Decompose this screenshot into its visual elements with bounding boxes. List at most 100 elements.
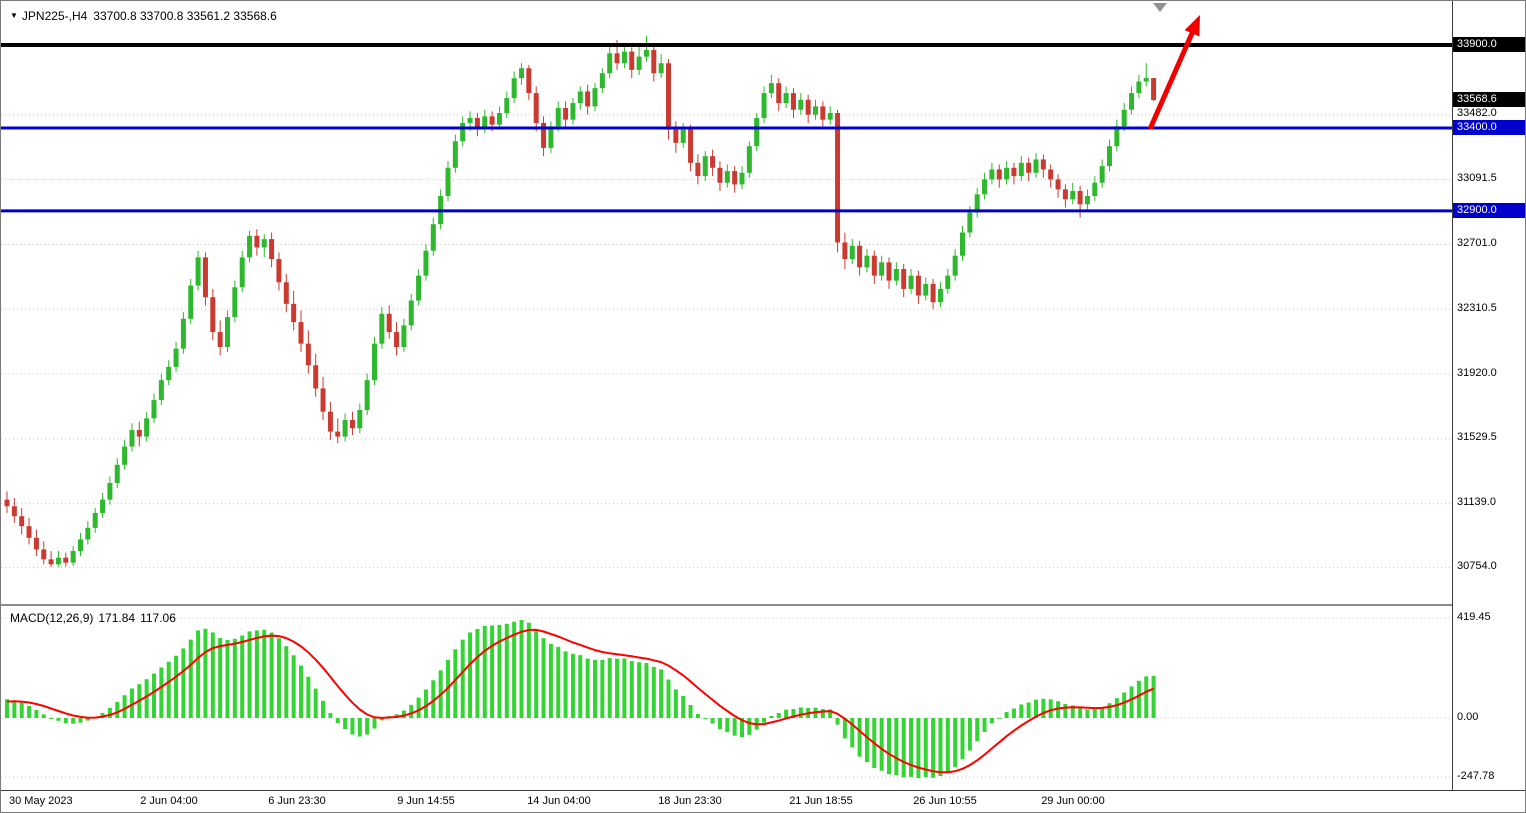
macd-signal-value: 117.06: [140, 611, 176, 625]
macd-histogram-bar: [269, 632, 274, 718]
candle-body: [430, 224, 436, 251]
candle-body: [886, 262, 892, 281]
macd-histogram-bar: [401, 710, 406, 718]
macd-histogram-bar: [379, 718, 384, 721]
candle-body: [335, 431, 341, 437]
macd-histogram-bar: [218, 638, 223, 718]
candle-body: [768, 83, 774, 94]
candle-body: [85, 527, 91, 540]
candle-body: [901, 268, 907, 289]
candle-body: [202, 257, 208, 298]
macd-histogram-bar: [1041, 698, 1046, 718]
macd-histogram-bar: [357, 718, 362, 737]
macd-histogram-bar: [1085, 709, 1090, 718]
macd-histogram-bar: [945, 718, 950, 773]
time-axis-label: 6 Jun 23:30: [268, 795, 326, 807]
candle-body: [695, 162, 701, 177]
macd-histogram-bar: [284, 646, 289, 718]
candle-body: [1092, 182, 1098, 196]
candle-body: [974, 194, 980, 213]
candle-body: [401, 325, 407, 347]
candle-body: [144, 418, 150, 437]
macd-histogram-bar: [144, 679, 149, 718]
candle-body: [526, 68, 532, 94]
price-axis-label: 31920.0: [1457, 366, 1497, 379]
macd-histogram-bar: [262, 629, 267, 718]
macd-histogram-bar: [1107, 703, 1112, 718]
macd-axis-label: 419.45: [1457, 611, 1491, 623]
macd-indicator-label: MACD(12,26,9) 171.84 117.06: [10, 611, 181, 625]
candle-body: [1136, 81, 1142, 94]
macd-histogram-bar: [232, 638, 237, 718]
macd-histogram-bar: [659, 669, 664, 718]
candle-body: [643, 49, 649, 57]
candle-body: [614, 53, 620, 64]
candle-body: [835, 113, 841, 243]
candle-body: [857, 245, 863, 268]
time-axis[interactable]: 30 May 2023 2 Jun 04:00 6 Jun 23:30 9 Jun 1…: [1, 790, 1525, 812]
macd-value: 171.84: [98, 611, 136, 625]
candle-body: [893, 268, 899, 281]
macd-histogram-bar: [291, 655, 296, 718]
macd-histogram-bar: [129, 688, 134, 718]
candle-body: [732, 171, 738, 185]
macd-histogram-bar: [49, 718, 54, 719]
macd-histogram-bar: [570, 653, 575, 718]
macd-histogram-bar: [703, 718, 708, 719]
macd-indicator-pane[interactable]: [1, 606, 1452, 790]
price-axis[interactable]: 33900.0 33568.6 33482.0 33400.0 33091.5 32900…: [1452, 1, 1525, 790]
candle-body: [923, 283, 929, 296]
pane-divider[interactable]: [1, 604, 1525, 606]
macd-histogram-bar: [982, 718, 987, 732]
chart-symbol-period: JPN225-,H4: [21, 9, 88, 23]
macd-histogram-bar: [644, 662, 649, 718]
macd-histogram-bar: [1122, 692, 1127, 718]
chart-ohlc-values: 33700.8 33700.8 33561.2 33568.6: [93, 9, 277, 23]
candle-body: [291, 303, 297, 323]
macd-histogram-bar: [299, 665, 303, 718]
macd-histogram-bar: [916, 718, 921, 779]
candle-body: [607, 53, 613, 74]
candle-body: [989, 169, 995, 180]
candle-body: [276, 259, 282, 283]
candle-body: [1011, 167, 1017, 177]
macd-histogram-bar: [791, 708, 796, 718]
macd-histogram-bar: [85, 718, 90, 721]
candle-body: [327, 411, 333, 432]
candle-body: [555, 108, 561, 127]
macd-histogram-bar: [784, 709, 789, 718]
time-axis-label: 18 Jun 23:30: [658, 795, 722, 807]
candle-body: [349, 419, 355, 429]
candle-body: [232, 287, 238, 318]
chart-shift-marker-icon[interactable]: [1153, 3, 1167, 12]
macd-histogram-bar: [622, 658, 627, 718]
candle-body: [813, 106, 818, 115]
macd-histogram-bar: [607, 658, 612, 718]
macd-histogram-bar: [673, 689, 678, 718]
candle-body: [842, 242, 848, 260]
candle-body: [805, 99, 811, 115]
candle-body: [592, 88, 598, 107]
candle-body: [386, 313, 392, 333]
candle-body: [261, 239, 267, 248]
macd-histogram-bar: [578, 655, 583, 718]
trend-arrow-head[interactable]: [1184, 15, 1200, 37]
macd-histogram-bar: [931, 718, 936, 778]
candle-body: [996, 169, 1002, 180]
candle-body: [621, 51, 627, 64]
macd-histogram-bar: [842, 718, 847, 739]
macd-histogram-bar: [1026, 702, 1031, 718]
macd-histogram-bar: [850, 718, 855, 748]
macd-histogram-bar: [41, 714, 46, 718]
candle-body: [254, 235, 260, 248]
trend-arrow-shaft[interactable]: [1147, 29, 1196, 131]
macd-histogram-bar: [12, 700, 17, 718]
main-chart-pane[interactable]: [1, 1, 1452, 604]
macd-histogram-bar: [460, 639, 465, 718]
symbol-dropdown-icon[interactable]: ▼: [10, 11, 18, 20]
macd-histogram-bar: [556, 646, 561, 718]
macd-histogram-bar: [1100, 707, 1105, 718]
macd-histogram-bar: [688, 705, 693, 718]
candle-body: [960, 232, 965, 256]
macd-histogram-bar: [196, 630, 201, 718]
